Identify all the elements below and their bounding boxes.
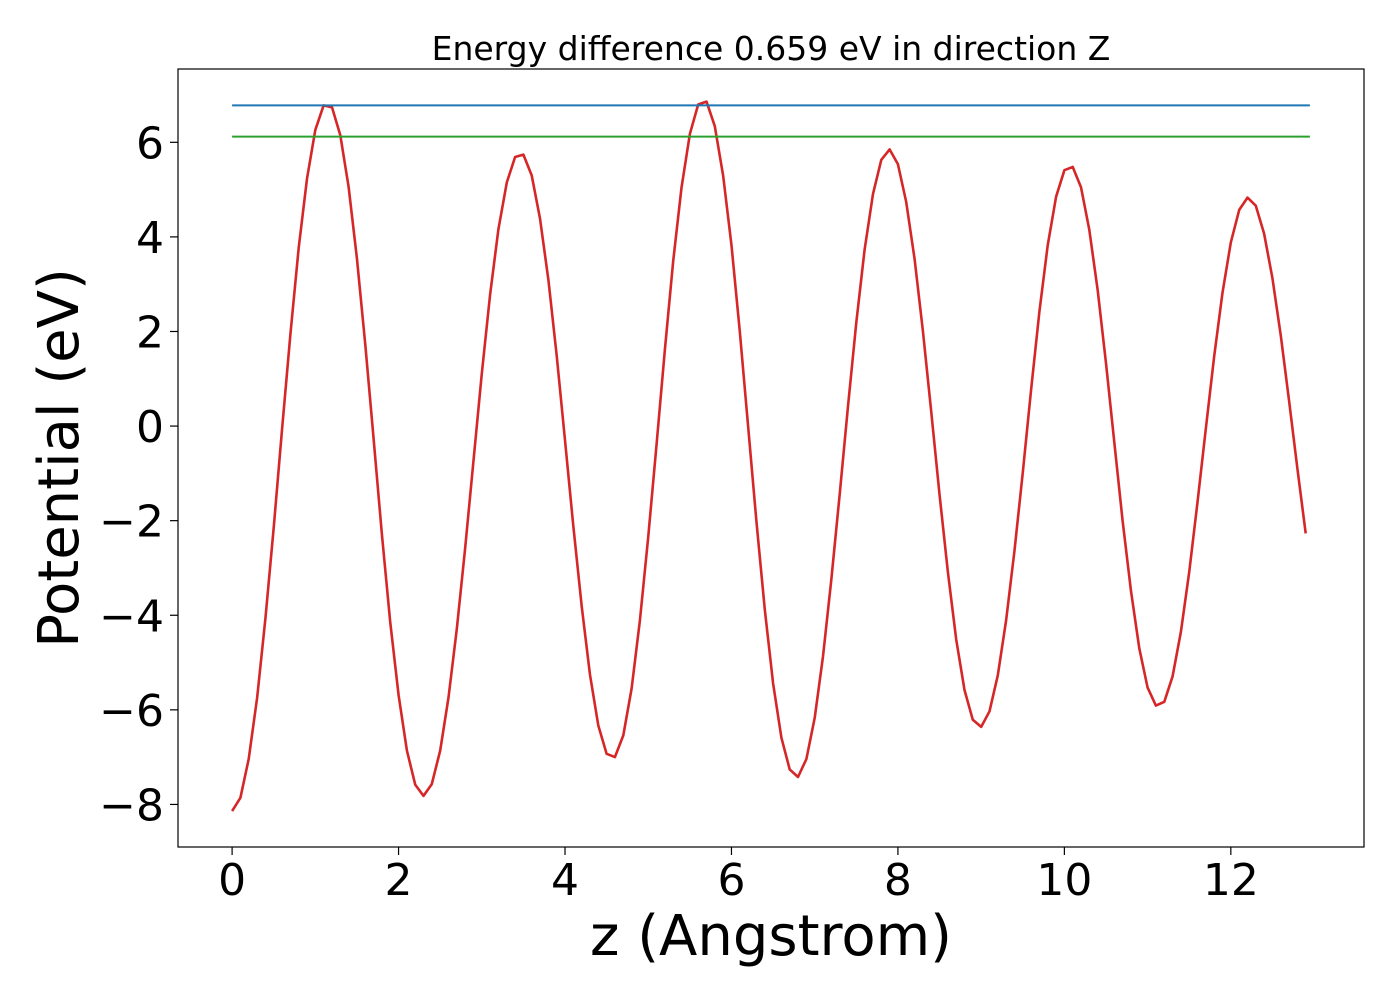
x-axis: 0 2 4 6 8 10 12 (218, 847, 1259, 906)
y-tick-label: 4 (136, 213, 164, 264)
y-axis-label: Potential (eV) (27, 268, 92, 648)
y-axis: −8 −6 −4 −2 0 2 4 6 (99, 118, 178, 831)
series-line-1 (230, 100, 1307, 812)
y-tick-label: −6 (99, 686, 164, 737)
x-tick-label: 10 (1036, 855, 1092, 906)
x-tick-label: 12 (1203, 855, 1259, 906)
plot-frame (177, 68, 1365, 848)
x-tick-label: 2 (385, 855, 413, 906)
y-tick-label: 6 (136, 118, 164, 169)
x-tick-label: 8 (884, 855, 912, 906)
y-tick-label: −4 (99, 591, 164, 642)
y-tick-label: −2 (99, 497, 164, 548)
y-tick-label: 0 (136, 402, 164, 453)
y-tick-label: −8 (99, 780, 164, 831)
x-tick-label: 6 (717, 855, 745, 906)
x-tick-label: 0 (218, 855, 246, 906)
chart-title: Energy difference 0.659 eV in direction … (432, 29, 1111, 68)
x-axis-label: z (Angstrom) (590, 904, 952, 969)
series-layer (230, 100, 1310, 812)
y-tick-label: 2 (136, 307, 164, 358)
x-tick-label: 4 (551, 855, 579, 906)
